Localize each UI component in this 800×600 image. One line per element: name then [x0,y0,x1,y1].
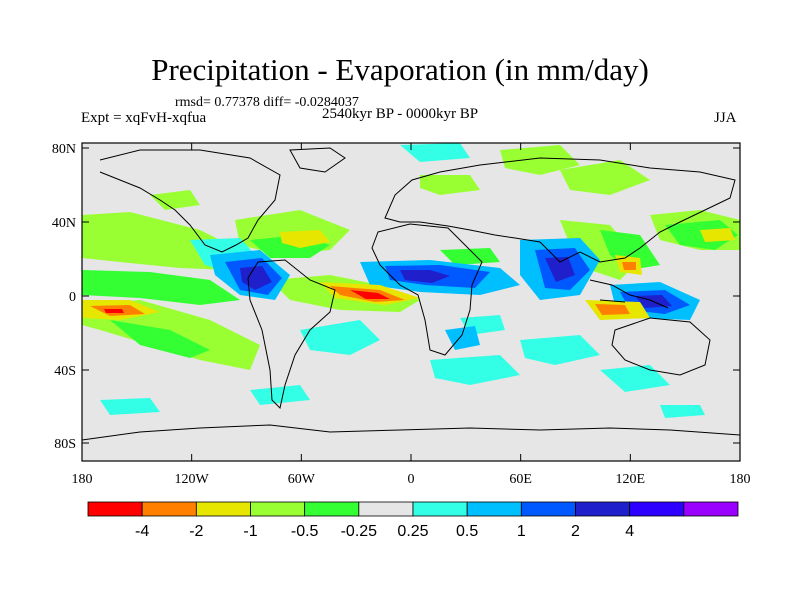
field-patch [545,257,575,282]
colorbar-label: -1 [243,523,257,540]
coast-south-america [247,259,336,410]
lon-tick-label: 60E [509,472,532,487]
lat-tick-label: 80N [52,142,76,157]
field-patch [100,398,160,415]
coast-antarctica [82,424,740,441]
field-patch [250,385,310,405]
period-label: 2540kyr BP - 0000kyr BP [322,106,479,122]
field-patch [400,270,450,283]
lon-tick-label: 120W [175,472,210,487]
coast-north-america [99,149,281,253]
colorbar-swatch [466,501,522,517]
field-patch [665,220,738,250]
lon-tick-label: 180 [72,472,93,487]
colorbar-swatch [520,501,576,517]
colorbar-label: -0.5 [291,523,319,540]
coastlines [82,147,740,441]
colorbar-swatch [87,501,143,517]
field-patch [600,365,670,392]
stats-text: rmsd= 0.77378 diff= -0.0284037 [175,95,359,110]
field-patch [660,405,705,418]
field-patch [440,248,500,265]
lon-tick-label: 0 [408,472,415,487]
lat-tick-label: 40S [54,364,76,379]
field-patch [595,304,630,315]
field-patch [300,320,380,355]
colorbar-label: -4 [135,523,149,540]
field-patch [560,160,650,195]
field-patch [240,266,272,290]
lat-tick-label: 0 [69,290,76,305]
field-patch [420,175,480,195]
field-patch [500,145,580,175]
field-patch [700,228,735,242]
field-patch [520,335,600,365]
map-axes: 180 120W 60W 0 60E 120E 180 80N 40N 0 40S 80S [52,142,751,487]
colorbar-swatch [358,501,414,517]
colorbar-label: -2 [189,523,203,540]
field-patch [600,230,660,270]
field-patch [150,190,200,210]
colorbar-label: 4 [625,523,634,540]
colorbar-swatch [250,501,306,517]
colorbar-swatch [683,501,739,517]
field-patch [622,262,636,270]
colorbar-label: 0.5 [456,523,478,540]
lat-tick-label: 40N [52,216,76,231]
lon-tick-label: 120E [616,472,646,487]
colorbar-swatch [304,501,360,517]
field-patch [430,355,520,385]
coast-indonesia [589,279,669,309]
colorbar-swatch [195,501,251,517]
colorbar-label: -0.25 [341,523,378,540]
colorbar-swatch [629,501,685,517]
field-patch [82,270,240,305]
field-patch [400,143,470,162]
map-panel [81,142,741,462]
coast-australia [611,317,711,376]
colorbar-swatch [141,501,197,517]
season-label: JJA [714,110,737,126]
anomaly-field [82,143,740,418]
coast-eurasia [384,157,736,263]
colorbar-swatch [575,501,631,517]
lat-tick-label: 80S [54,437,76,452]
lon-tick-label: 60W [288,472,316,487]
colorbar-label: 1 [517,523,526,540]
colorbar-label: 0.25 [397,523,428,540]
experiment-label: Expt = xqFvH-xqfua [81,110,207,126]
colorbar-label: 2 [571,523,580,540]
field-patch [104,309,124,313]
field-patch [110,320,210,358]
chart-title: Precipitation - Evaporation (in mm/day) [151,52,649,87]
colorbar-swatch [412,501,468,517]
field-patch [280,230,330,248]
coast-greenland [289,147,346,173]
field-patch [350,290,390,299]
lon-tick-label: 180 [730,472,751,487]
colorbar: -4 -2 -1 -0.5 -0.25 0.25 0.5 1 2 4 [87,501,739,540]
coast-africa [371,223,483,356]
